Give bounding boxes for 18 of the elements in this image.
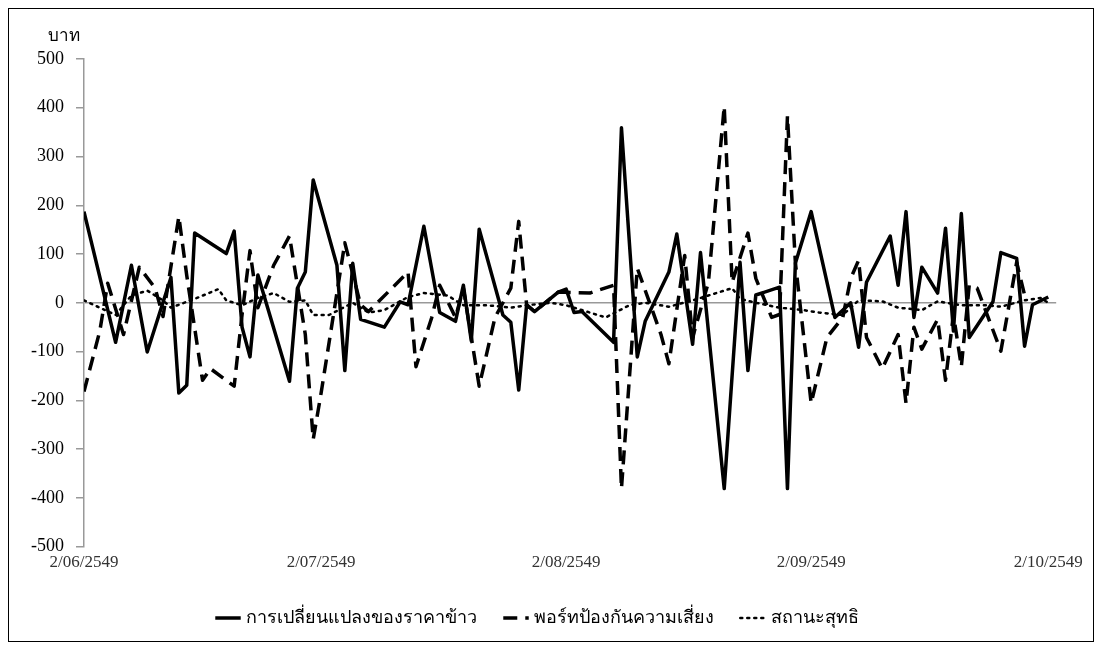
legend-label: พอร์ทป้องกันความเสี่ยง [534, 603, 714, 627]
y-tick-label: 300 [36, 145, 64, 166]
legend-label: การเปลี่ยนแปลงของราคาข้าว [246, 603, 477, 627]
x-tick-label: 2/10/2549 [1013, 552, 1083, 572]
y-tick-label: -100 [30, 340, 64, 361]
y-tick-label: 0 [54, 291, 64, 312]
y-tick-label: 500 [36, 47, 64, 68]
x-tick-label: 2/09/2549 [776, 552, 846, 572]
y-tick-label: 100 [36, 242, 64, 263]
y-tick-label: -300 [30, 437, 64, 458]
y-tick-label: -200 [30, 389, 64, 410]
legend-label: สถานะสุทธิ [771, 606, 859, 628]
y-tick-label: -400 [30, 486, 64, 507]
y-axis-title: บาท [47, 25, 80, 45]
x-tick-label: 2/07/2549 [286, 552, 356, 572]
x-tick-label: 2/08/2549 [531, 552, 601, 572]
y-tick-label: 200 [36, 194, 64, 215]
y-tick-label: 400 [36, 96, 64, 117]
